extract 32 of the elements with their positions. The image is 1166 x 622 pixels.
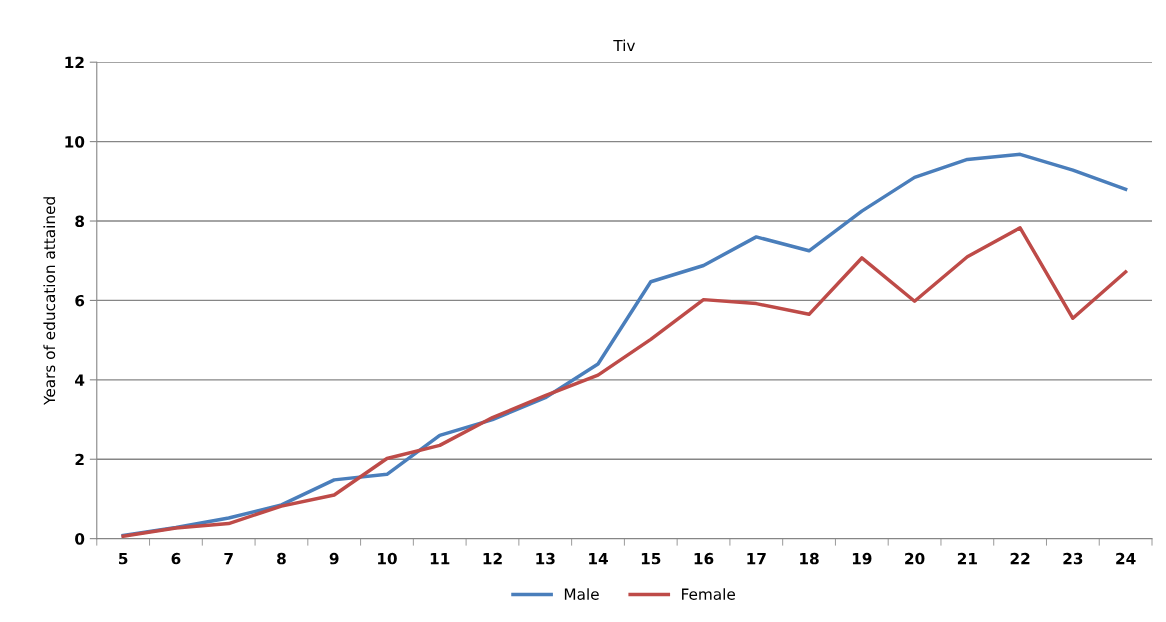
legend-label: Male (564, 588, 599, 600)
x-tick-label: 18 (800, 552, 819, 565)
x-tick-label: 15 (641, 553, 661, 565)
x-tick-label: 5 (119, 553, 128, 565)
x-tick-label: 24 (1116, 552, 1136, 565)
x-tick-label: 9 (329, 552, 339, 565)
x-tick-label: 21 (957, 552, 977, 565)
legend-label: Female (682, 588, 735, 600)
x-tick-label: 22 (1010, 552, 1030, 565)
y-tick-label: 12 (65, 56, 84, 68)
x-tick-label: 12 (483, 552, 502, 565)
x-tick-label: 10 (378, 552, 397, 565)
x-tick-label: 20 (905, 552, 925, 565)
y-tick-label: 4 (75, 374, 85, 386)
x-tick-label: 17 (747, 553, 766, 565)
y-tick-label: 6 (75, 294, 85, 307)
x-tick-label: 23 (1063, 552, 1083, 565)
x-tick-label: 7 (224, 553, 233, 565)
x-tick-label: 13 (536, 552, 555, 565)
x-tick-label: 11 (430, 553, 450, 565)
chart-title: Tiv (613, 39, 636, 52)
line-series (121, 226, 1128, 539)
x-tick-label: 14 (589, 553, 608, 565)
x-tick-label: 8 (277, 552, 286, 565)
y-tick-label: 2 (75, 453, 84, 466)
y-tick-label: 0 (75, 533, 85, 545)
y-tick-label: 8 (75, 215, 85, 228)
y-axis-title: Years of education attained (43, 197, 56, 406)
x-tick-label: 16 (694, 552, 714, 565)
x-tick-label: 19 (852, 552, 872, 565)
x-tick-label: 6 (171, 552, 181, 565)
y-tick-label: 10 (65, 136, 85, 148)
